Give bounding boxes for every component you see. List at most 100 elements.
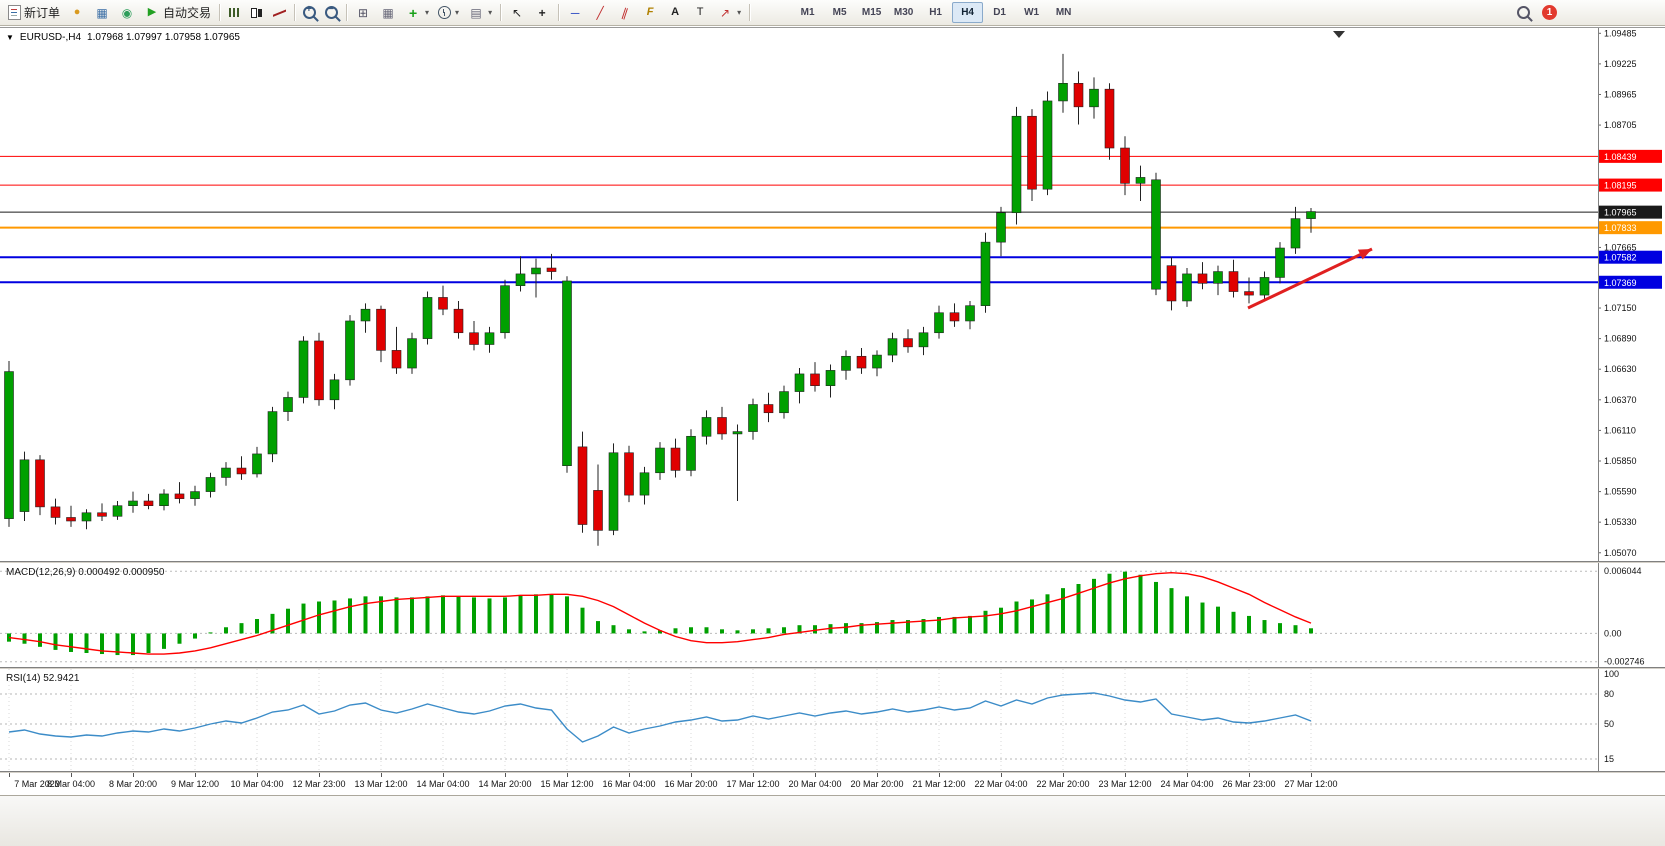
chart-shift-marker-icon[interactable] xyxy=(1333,31,1345,38)
textlabel-button[interactable]: T xyxy=(688,2,712,23)
candlestick-chart-button[interactable] xyxy=(246,2,268,23)
price-badge xyxy=(1598,250,1662,264)
time-label: 8 Mar 20:00 xyxy=(108,779,158,789)
price-tick-label: 1.06110 xyxy=(1604,425,1636,435)
timeframe-h1-button[interactable]: H1 xyxy=(929,7,942,18)
price-chart[interactable] xyxy=(0,28,1598,561)
new-order-button[interactable]: 新订单 xyxy=(4,2,64,23)
candle-body xyxy=(531,267,541,275)
rsi-tick-label: 100 xyxy=(1604,669,1619,679)
candles-layer xyxy=(4,53,1316,546)
data-window-button[interactable]: ▦ xyxy=(90,2,114,23)
candle-body xyxy=(980,241,991,306)
trend-arrow-annotation[interactable] xyxy=(1247,247,1373,310)
candle-body xyxy=(345,320,355,381)
candle-body xyxy=(283,397,293,412)
time-tick xyxy=(1063,773,1064,777)
macd-indicator-label: MACD(12,26,9) 0.000492 0.000950 xyxy=(6,567,165,578)
pane-divider[interactable] xyxy=(0,667,1665,669)
timeframe-m5-button[interactable]: M5 xyxy=(832,7,847,18)
price-tick-label: 1.05330 xyxy=(1604,517,1637,527)
candle-body xyxy=(205,477,216,492)
candle-body xyxy=(35,459,45,508)
trendline-button[interactable]: ╱ xyxy=(588,2,612,23)
candle-body xyxy=(748,404,758,432)
timeframe-h4-button[interactable]: H4 xyxy=(952,2,984,23)
time-tick xyxy=(629,773,630,777)
scale-border xyxy=(1598,28,1599,773)
tile-icon: ⊞ xyxy=(358,5,369,20)
text-button[interactable]: A xyxy=(663,2,687,23)
time-label: 15 Mar 12:00 xyxy=(540,779,594,789)
timeframe-d1-button[interactable]: D1 xyxy=(993,7,1006,18)
candle-body xyxy=(438,297,448,310)
timeframe-m15-button[interactable]: M15 xyxy=(861,7,882,18)
community-button[interactable]: ◉ xyxy=(115,2,139,23)
tile-windows-button[interactable]: ⊞ xyxy=(351,2,375,23)
trendline-icon: ╱ xyxy=(596,5,604,20)
line-chart-button[interactable] xyxy=(269,2,290,23)
periods-button[interactable]: ▾ xyxy=(434,2,463,23)
candle-body xyxy=(903,338,913,348)
candle-body xyxy=(236,467,247,475)
market-watch-button[interactable]: ● xyxy=(65,2,89,23)
candle-body xyxy=(763,404,774,414)
channel-button[interactable]: ∥ xyxy=(613,2,637,23)
timeframe-mn-button[interactable]: MN xyxy=(1055,7,1072,18)
arrows-button[interactable]: ↗ ▾ xyxy=(713,2,745,23)
candle-body xyxy=(1182,273,1192,302)
indicators-button[interactable]: + ▾ xyxy=(401,2,433,23)
candle-body xyxy=(1042,100,1053,190)
price-scale[interactable]: 1.09485 1.09225 1.08965 1.08705 1.07665 1.071… xyxy=(1598,28,1665,561)
arrowhead-icon xyxy=(1357,249,1372,260)
timeframe-m1-button[interactable]: M1 xyxy=(800,7,815,18)
search-icon[interactable] xyxy=(1517,6,1530,19)
price-tick-label: 1.06630 xyxy=(1604,364,1637,374)
candle-body xyxy=(190,491,200,499)
bar-chart-button[interactable] xyxy=(224,2,245,23)
timeframe-group: M1 M5 M15 M30 H1 H4 D1 W1 MN xyxy=(792,2,1079,23)
rsi-panel[interactable] xyxy=(0,669,1598,771)
zoom-in-button[interactable] xyxy=(299,2,320,23)
notification-badge[interactable]: 1 xyxy=(1542,5,1557,20)
crosshair-button[interactable]: + xyxy=(530,2,554,23)
hline-button[interactable]: ─ xyxy=(563,2,587,23)
candle-body xyxy=(1120,147,1130,184)
candle-body xyxy=(810,373,820,386)
templates-button[interactable]: ▤ ▾ xyxy=(464,2,496,23)
candle-body xyxy=(1151,179,1161,290)
time-tick xyxy=(939,773,940,777)
time-tick xyxy=(133,773,134,777)
price-tick-label: 1.06890 xyxy=(1604,334,1637,344)
price-tick-label: 1.05590 xyxy=(1604,487,1637,497)
toolbar-separator xyxy=(500,4,502,21)
one-click-trading-icon[interactable]: ▼ xyxy=(6,33,14,42)
price-badge xyxy=(1598,149,1662,163)
chart-window[interactable]: ▼ EURUSD-,H4 1.07968 1.07997 1.07958 1.0… xyxy=(0,27,1665,795)
macd-histogram xyxy=(7,571,1313,656)
new-order-icon xyxy=(8,5,21,20)
bars-icon xyxy=(228,6,241,19)
time-tick xyxy=(505,773,506,777)
candle-body xyxy=(825,370,836,386)
macd-panel[interactable] xyxy=(0,563,1598,667)
candle-body xyxy=(624,452,634,496)
auto-arrange-button[interactable]: ▦ xyxy=(376,2,400,23)
cursor-button[interactable]: ↖ xyxy=(505,2,529,23)
pane-divider[interactable] xyxy=(0,771,1665,773)
autotrading-button[interactable]: ▶ 自动交易 xyxy=(140,2,215,23)
fibonacci-button[interactable]: F xyxy=(638,2,662,23)
candle-body xyxy=(143,500,154,506)
time-label: 16 Mar 04:00 xyxy=(602,779,656,789)
candle-body xyxy=(608,452,619,531)
timeframe-w1-button[interactable]: W1 xyxy=(1024,7,1040,18)
timeframe-m30-button[interactable]: M30 xyxy=(893,7,914,18)
time-label: 20 Mar 04:00 xyxy=(788,779,842,789)
time-scale[interactable]: 7 Mar 2023 8 Mar 04:00 8 Mar 20:00 9 Mar 12… xyxy=(0,773,1665,795)
toolbar-right-group: 1 xyxy=(1517,5,1557,20)
macd-signal-line xyxy=(8,571,1312,655)
zoom-out-button[interactable] xyxy=(321,2,342,23)
indicator-add-icon: + xyxy=(408,4,418,21)
candle-body xyxy=(965,305,975,322)
pane-divider[interactable] xyxy=(0,561,1665,563)
